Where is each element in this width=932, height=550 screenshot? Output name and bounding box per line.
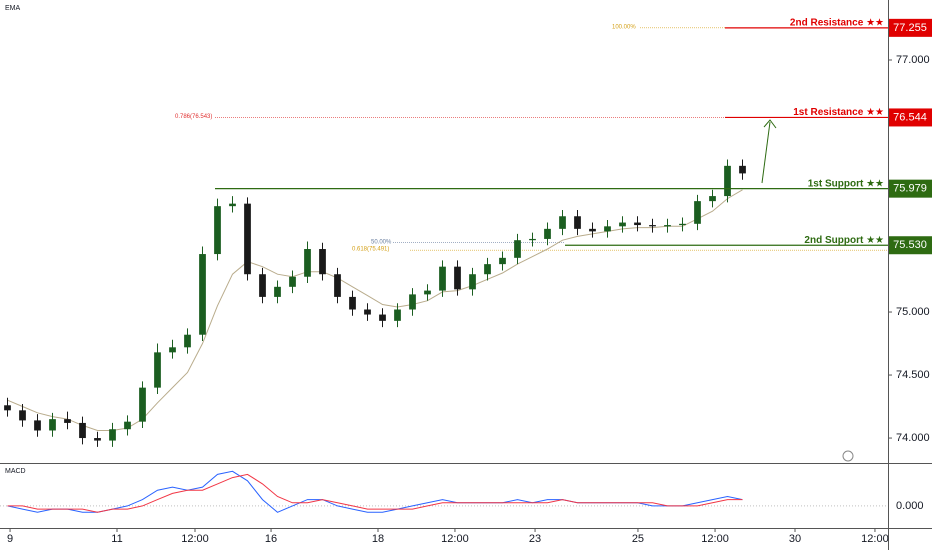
y-tick-label: 77.000 xyxy=(896,54,930,66)
level-name: 2nd Support ★★ xyxy=(804,235,884,246)
candle-body xyxy=(244,203,251,275)
candle-body xyxy=(439,266,446,291)
candle-body xyxy=(214,206,221,255)
macd-line xyxy=(7,473,743,513)
x-tick-label: 23 xyxy=(529,533,541,545)
level-name: 1st Support ★★ xyxy=(808,178,884,189)
macd-label: MACD xyxy=(5,468,26,475)
candle-body xyxy=(79,422,86,439)
x-tick-label: 11 xyxy=(111,533,122,545)
candle-body xyxy=(409,294,416,310)
candle-body xyxy=(49,419,56,431)
x-tick-label: 16 xyxy=(265,533,277,545)
x-tick-label: 30 xyxy=(789,533,801,545)
candle-body xyxy=(19,410,26,421)
level-label: 75.979 xyxy=(893,183,927,195)
x-tick-label: 18 xyxy=(372,533,384,545)
level-label: 77.255 xyxy=(893,22,927,34)
level-label: 76.544 xyxy=(893,111,927,123)
level-label: 75.530 xyxy=(893,239,927,251)
candle-body xyxy=(394,309,401,321)
candle-body xyxy=(289,276,296,287)
candle-body xyxy=(529,238,536,241)
candle-body xyxy=(34,420,41,431)
candle-body xyxy=(634,222,641,226)
arrow-head xyxy=(763,119,777,129)
candle-body xyxy=(559,216,566,229)
candle-body xyxy=(679,223,686,226)
candle-body xyxy=(184,334,191,348)
candle-body xyxy=(169,347,176,353)
x-tick-label: 12:00 xyxy=(701,533,729,545)
y-tick-label: 74.500 xyxy=(896,369,930,381)
candle-body xyxy=(664,225,671,227)
x-tick-label: 12:00 xyxy=(441,533,469,545)
candle-body xyxy=(64,419,71,423)
candle-body xyxy=(619,222,626,227)
candle-body xyxy=(454,266,461,290)
candle-body xyxy=(109,429,116,441)
indicator-label: EMA xyxy=(5,5,21,12)
candle-body xyxy=(124,421,131,430)
logo-icon xyxy=(842,450,854,462)
candle-body xyxy=(199,254,206,335)
arrow xyxy=(761,121,771,184)
candle-body xyxy=(364,309,371,315)
level-box xyxy=(889,179,932,198)
candle-body xyxy=(544,228,551,239)
y-tick-label: 74.000 xyxy=(896,432,930,444)
level-box xyxy=(889,236,932,255)
candle-body xyxy=(4,405,11,411)
x-tick-label: 25 xyxy=(632,533,644,545)
level-box xyxy=(889,18,932,37)
candle-body xyxy=(589,228,596,232)
macd-tick-label: 0.000 xyxy=(896,500,924,512)
x-tick-label: 12:00 xyxy=(181,533,209,545)
level-name: 2nd Resistance ★★ xyxy=(790,17,884,28)
candle-body xyxy=(259,274,266,297)
candle-body xyxy=(469,274,476,290)
candle-body xyxy=(739,165,746,174)
fib-label: 0.786(76.543) xyxy=(175,114,212,120)
x-tick-label: 9 xyxy=(7,533,13,545)
candle-body xyxy=(424,290,431,295)
candle-body xyxy=(574,216,581,229)
fib-label: 0.618(75.491) xyxy=(352,247,389,253)
candle-body xyxy=(304,249,311,277)
candle-body xyxy=(649,225,656,227)
candle-body xyxy=(514,240,521,258)
candle-body xyxy=(349,296,356,310)
candle-body xyxy=(694,201,701,224)
candle-body xyxy=(484,264,491,275)
candle-body xyxy=(319,249,326,275)
x-tick-label: 12:00 xyxy=(861,533,889,545)
candle-body xyxy=(379,314,386,321)
candle-body xyxy=(94,438,101,441)
candle-body xyxy=(709,196,716,202)
level-box xyxy=(889,108,932,127)
candle-body xyxy=(274,286,281,297)
fib-label: 100.00% xyxy=(612,24,636,30)
level-name: 1st Resistance ★★ xyxy=(793,107,884,118)
candle-body xyxy=(229,203,236,207)
candle-body xyxy=(154,352,161,388)
candle-body xyxy=(499,257,506,265)
candle-body xyxy=(139,387,146,422)
candle-body xyxy=(334,274,341,297)
candle-body xyxy=(724,165,731,197)
fib-label: 50.00% xyxy=(371,239,392,245)
y-tick-label: 75.000 xyxy=(896,306,930,318)
candle-body xyxy=(604,226,611,232)
